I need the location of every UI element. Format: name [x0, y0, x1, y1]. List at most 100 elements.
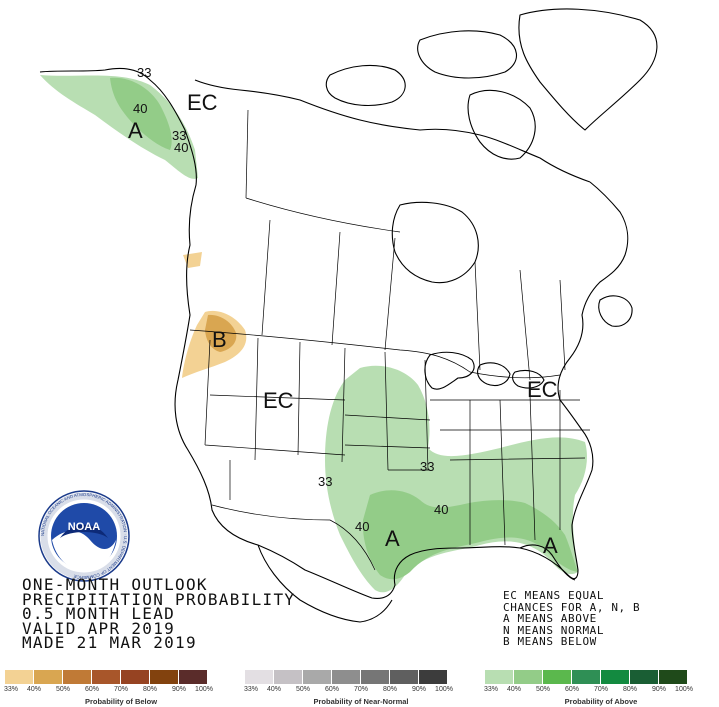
above-scale: 33% 40% 50% 60% 70% 80% 90% 100% Probability of…: [484, 670, 717, 706]
political-boundaries: [189, 109, 590, 571]
arctic-island-2: [417, 30, 517, 79]
normal-swatch-1: [245, 670, 274, 684]
ec-legend-line-3: A MEANS ABOVE: [503, 612, 597, 625]
below-tick-label: 50%: [55, 686, 71, 693]
nw-coast-below-small-area: [183, 252, 202, 268]
us-states-east: [430, 390, 590, 546]
logo-text: NOAA: [68, 521, 100, 533]
normal-tick-label: 80%: [382, 686, 398, 693]
us-mexico-border: [211, 504, 376, 571]
alaska-above-33-area: [40, 75, 198, 179]
above-tick-label: 90%: [651, 686, 667, 693]
below-tick-label: 100%: [195, 686, 213, 693]
normal-scale: 33% 40% 50% 60% 70% 80% 90% 100% Probability of…: [244, 670, 477, 706]
below-swatch-1: [5, 670, 34, 684]
title-line-3: 0.5 MONTH LEAD: [22, 604, 176, 623]
canada-us-border: [189, 329, 561, 379]
ec-legend: EC MEANS EQUAL CHANCES FOR A, N, B A MEA…: [503, 590, 640, 648]
above-swatch-3: [543, 670, 572, 684]
normal-swatch-7: [419, 670, 448, 684]
below-swatch-4: [92, 670, 121, 684]
normal-tick-label: 70%: [353, 686, 369, 693]
normal-swatches: [245, 670, 477, 684]
above-scale-title: Probability of Above: [564, 697, 638, 706]
baffin-island-outline: [467, 89, 536, 160]
above-tick-label: 100%: [675, 686, 693, 693]
below-scale-title: Probability of Below: [84, 697, 158, 706]
normal-scale-title: Probability of Near-Normal: [313, 697, 409, 706]
above-swatches: [485, 670, 717, 684]
alaska-above-40-area: [110, 77, 172, 150]
below-swatch-3: [63, 670, 92, 684]
mexico-lower-outline: [257, 544, 393, 623]
below-ticks: 33% 40% 50% 60% 70% 80% 90% 100%: [4, 686, 237, 696]
logo-bird-wave: [52, 531, 116, 570]
newfoundland-outline: [598, 295, 633, 327]
below-tick-label: 80%: [142, 686, 158, 693]
above-label-florida: A: [543, 533, 558, 558]
ec-legend-line-1: EC MEANS EQUAL: [503, 589, 605, 602]
title-line-1: ONE-MONTH OUTLOOK: [22, 575, 208, 594]
above-ticks: 33% 40% 50% 60% 70% 80% 90% 100%: [484, 686, 717, 696]
contour-40-alaska: 40: [133, 101, 147, 116]
contour-33-southeast: 33: [420, 459, 434, 474]
title-line-4: VALID APR 2019: [22, 618, 176, 638]
ec-legend-line-2: CHANCES FOR A, N, B: [503, 600, 641, 614]
great-lakes-outline: [424, 351, 545, 390]
above-label-alaska: A: [128, 118, 143, 143]
above-swatch-6: [630, 670, 659, 684]
contour-33-alaska-a: 33: [137, 65, 151, 80]
above-swatch-4: [572, 670, 601, 684]
contour-40-alaska-b: 40: [174, 140, 188, 155]
below-swatch-7: [179, 670, 208, 684]
arctic-island-1: [325, 64, 406, 107]
us-states-west: [204, 337, 346, 500]
pacific-coastline: [39, 67, 629, 599]
noaa-logo: NOAA NATIONAL OCEANIC AND ATMOSPHERIC AD…: [38, 490, 130, 582]
florida-outline: [519, 544, 576, 581]
normal-swatch-4: [332, 670, 361, 684]
gulf-above-40-area: [362, 490, 578, 580]
ec-legend-line-5: B MEANS BELOW: [503, 635, 597, 648]
above-tick-label: 40%: [506, 686, 522, 693]
above-label-texas: A: [385, 526, 400, 551]
map-labels: EC EC EC A A A B 33 40 33 40 33 40 33 40: [128, 65, 558, 558]
below-scale: 33% 40% 50% 60% 70% 80% 90% 100% Probability of…: [4, 670, 237, 706]
northwest-below-40-area: [205, 314, 237, 352]
normal-swatch-3: [303, 670, 332, 684]
us-states-central: [344, 351, 431, 471]
normal-swatch-5: [361, 670, 390, 684]
normal-tick-label: 40%: [266, 686, 282, 693]
normal-tick-label: 50%: [295, 686, 311, 693]
below-label-northwest: B: [212, 327, 227, 352]
above-tick-label: 70%: [593, 686, 609, 693]
logo-gull: [60, 524, 108, 538]
above-tick-label: 80%: [622, 686, 638, 693]
normal-tick-label: 60%: [324, 686, 340, 693]
ec-label-west: EC: [263, 388, 294, 413]
normal-ticks: 33% 40% 50% 60% 70% 80% 90% 100%: [244, 686, 477, 696]
hudson-bay-outline: [391, 201, 479, 284]
above-swatch-2: [514, 670, 543, 684]
contour-33-alaska-b: 33: [172, 128, 186, 143]
below-tick-label: 40%: [26, 686, 42, 693]
above-swatch-5: [601, 670, 630, 684]
arctic-coastline: [194, 79, 591, 183]
below-tick-label: 90%: [171, 686, 187, 693]
above-tick-label: 60%: [564, 686, 580, 693]
normal-swatch-6: [390, 670, 419, 684]
ec-legend-line-4: N MEANS NORMAL: [503, 623, 605, 637]
above-tick-label: 50%: [535, 686, 551, 693]
above-swatch-7: [659, 670, 688, 684]
normal-swatch-2: [274, 670, 303, 684]
below-swatch-5: [121, 670, 150, 684]
contour-33-plains: 33: [318, 474, 332, 489]
above-swatch-1: [485, 670, 514, 684]
probability-shading: [40, 75, 587, 593]
below-swatch-2: [34, 670, 63, 684]
greenland-outline: [518, 8, 658, 131]
below-tick-label: 70%: [113, 686, 129, 693]
alaska-canada-border: [245, 109, 249, 199]
logo-ring-band: [40, 492, 128, 580]
